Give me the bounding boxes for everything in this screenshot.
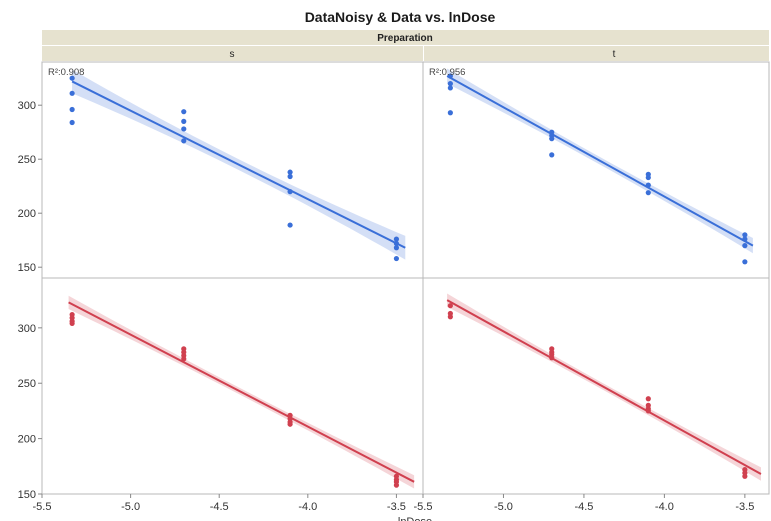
data-point-bottom-t-7: [645, 396, 651, 402]
group-header-label: Preparation: [377, 33, 433, 44]
data-point-top-t-9: [645, 174, 651, 181]
y-tick-label-top-s-300: 300: [18, 100, 36, 112]
data-point-top-s-1: [69, 90, 75, 96]
x-tick-label-bottom-s--5.5: -5.5: [33, 501, 52, 513]
data-point-top-s-12: [393, 236, 400, 242]
data-point-top-s-6: [181, 126, 187, 132]
data-point-bottom-t-2: [447, 314, 453, 320]
column-header-t: t: [613, 49, 616, 60]
chart-marks: 150 200 250 300 R²:0.908 R²:0.956 150 200 250 300…: [18, 67, 762, 513]
data-point-bottom-s-3: [69, 320, 75, 327]
data-point-top-t-15: [742, 259, 748, 265]
data-point-top-s-13: [393, 240, 400, 247]
data-point-top-t-7: [549, 152, 555, 158]
data-point-top-t-11: [645, 190, 651, 196]
x-tick-label-bottom-t--4.0: -4.0: [655, 501, 674, 513]
data-point-top-s-3: [69, 119, 75, 126]
data-point-top-t-3: [447, 110, 453, 116]
fit-line-top-t: [446, 75, 754, 247]
data-point-top-t-14: [742, 243, 748, 249]
data-point-bottom-s-11: [287, 421, 293, 427]
x-tick-label-bottom-t--3.5: -3.5: [735, 501, 754, 513]
column-header-s-bar: [42, 46, 423, 61]
y-tick-label-bottom-s-150: 150: [18, 489, 36, 501]
data-point-top-s-8: [287, 169, 293, 175]
data-point-top-s-9: [287, 173, 293, 180]
r-squared-top-s: R²:0.908: [48, 67, 84, 78]
y-tick-label-top-s-200: 200: [18, 208, 36, 220]
y-tick-label-top-s-150: 150: [18, 262, 36, 274]
x-tick-label-bottom-t--5.0: -5.0: [494, 501, 513, 513]
x-tick-label-bottom-s--4.5: -4.5: [210, 501, 229, 513]
group-header-bar: [42, 30, 769, 45]
data-point-top-s-7: [181, 138, 187, 144]
x-tick-label-bottom-s--5.0: -5.0: [121, 501, 140, 513]
data-point-top-s-0: [69, 75, 75, 81]
data-point-top-s-2: [69, 106, 75, 113]
data-point-top-t-2: [447, 85, 453, 91]
data-point-top-t-10: [645, 182, 651, 188]
data-point-top-t-1: [447, 81, 453, 87]
fit-line-bottom-t: [446, 299, 762, 475]
data-point-top-s-15: [393, 255, 400, 262]
data-point-top-t-13: [742, 236, 748, 242]
x-tick-label-bottom-s--3.5: -3.5: [387, 501, 406, 513]
x-tick-label-bottom-t--4.5: -4.5: [574, 501, 593, 513]
fit-line-top-s: [71, 80, 406, 249]
data-point-top-t-12: [742, 232, 748, 238]
data-point-bottom-t-13: [742, 473, 748, 479]
data-point-top-t-0: [447, 73, 453, 79]
y-tick-label-top-s-250: 250: [18, 154, 36, 166]
data-point-top-s-4: [181, 109, 187, 115]
x-tick-label-bottom-s--4.0: -4.0: [298, 501, 317, 513]
y-tick-label-bottom-s-250: 250: [18, 378, 36, 390]
x-axis-label: lnDose: [398, 516, 432, 521]
data-point-bottom-t-6: [549, 355, 555, 361]
y-tick-label-bottom-s-300: 300: [18, 323, 36, 335]
data-point-top-s-10: [287, 189, 293, 195]
column-header-s: s: [230, 49, 235, 60]
data-point-bottom-s-7: [181, 356, 187, 362]
data-point-top-s-5: [181, 118, 187, 124]
chart-title: DataNoisy & Data vs. lnDose: [305, 9, 496, 25]
data-point-top-s-11: [287, 222, 293, 228]
y-tick-label-bottom-s-200: 200: [18, 434, 36, 446]
data-point-top-t-6: [549, 136, 555, 142]
r-squared-top-t: R²:0.956: [429, 67, 465, 78]
data-point-bottom-t-10: [645, 408, 651, 414]
data-point-bottom-s-15: [393, 482, 400, 488]
data-point-top-s-14: [393, 245, 400, 251]
x-tick-label-bottom-t--5.5: -5.5: [414, 501, 433, 513]
panel-frame-bottom-t: [422, 277, 770, 495]
column-header-t-bar: [424, 46, 769, 61]
fit-line-bottom-s: [68, 301, 415, 483]
data-point-bottom-t-0: [447, 303, 453, 309]
